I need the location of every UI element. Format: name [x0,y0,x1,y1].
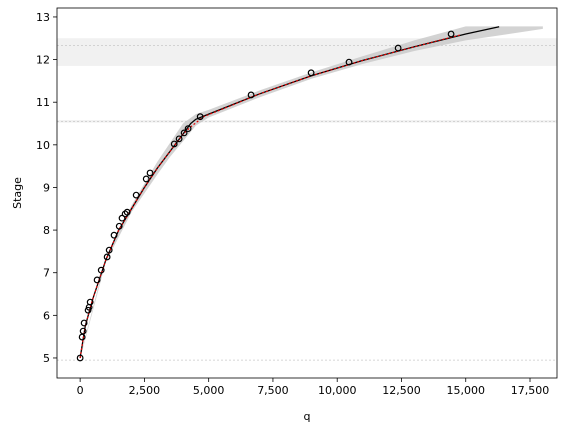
observation-point [170,140,178,148]
x-tick-label: 15,000 [446,384,485,397]
x-tick-label: 12,500 [382,384,421,397]
observation-point [76,354,84,362]
observation-point [132,191,140,199]
plot-area [57,26,557,362]
observation-point [110,231,118,239]
y-tick-label: 7 [43,267,50,280]
observation-point [86,298,94,306]
observation-point [184,125,192,133]
observation-point [146,169,154,177]
y-tick-label: 10 [36,139,50,152]
observation-point [175,135,183,143]
observation-point [447,30,455,38]
x-tick-label: 17,500 [511,384,550,397]
observation-point [180,129,188,137]
observation-point [142,175,150,183]
observation-point [247,91,255,99]
observation-point [394,44,402,52]
x-tick-label: 7,500 [257,384,289,397]
observation-point [93,276,101,284]
y-tick-label: 6 [43,309,50,322]
axes-frame [56,7,558,379]
observation-point [80,319,88,327]
observation-point [115,222,123,230]
observation-point [103,253,111,261]
observation-point [196,113,204,121]
x-tick-label: 0 [77,384,84,397]
y-tick-label: 11 [36,96,50,109]
observation-point [79,327,87,335]
y-tick-label: 5 [43,352,50,365]
x-tick-label: 2,500 [129,384,161,397]
observation-point [105,246,113,254]
y-tick-label: 9 [43,181,50,194]
y-axis-label: Stage [11,177,24,209]
observation-point [307,69,315,77]
y-tick-label: 13 [36,11,50,24]
y-tick-label: 12 [36,54,50,67]
observation-point [97,266,105,274]
x-tick-label: 10,000 [318,384,357,397]
observation-point [345,58,353,66]
observation-point [118,214,126,222]
y-tick-label: 8 [43,224,50,237]
observation-point [84,306,92,314]
h-span [57,38,557,66]
x-tick-label: 5,000 [193,384,225,397]
observation-point [123,208,131,216]
x-axis-label: q [304,410,311,423]
